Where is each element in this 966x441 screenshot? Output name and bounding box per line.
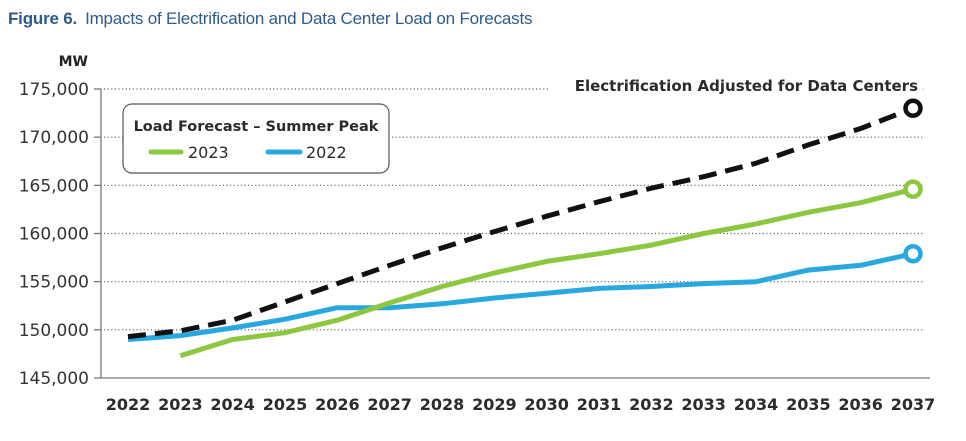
legend-title: Load Forecast – Summer Peak bbox=[134, 119, 379, 135]
series-annotation-electrification: Electrification Adjusted for Data Center… bbox=[575, 77, 918, 95]
x-tick-label: 2037 bbox=[891, 395, 936, 414]
figure-number: Figure 6. bbox=[8, 9, 78, 28]
figure-title-text: Impacts of Electrification and Data Cent… bbox=[85, 9, 533, 28]
x-axis-labels: 2022 2023 2024 2025 2026 2027 2028 2029 2030 2031… bbox=[106, 395, 936, 414]
figure-title: Figure 6. Impacts of Electrification and … bbox=[8, 9, 532, 29]
x-tick-label: 2027 bbox=[367, 395, 412, 414]
series-group bbox=[127, 98, 923, 359]
y-tick-label: 175,000 bbox=[19, 80, 89, 100]
x-tick-label: 2036 bbox=[838, 395, 883, 414]
x-tick-label: 2032 bbox=[629, 395, 674, 414]
gridlines bbox=[104, 88, 925, 331]
x-tick-label: 2022 bbox=[106, 395, 151, 414]
y-tick-label: 150,000 bbox=[19, 321, 89, 341]
x-tick-label: 2035 bbox=[786, 395, 831, 414]
x-tick-label: 2025 bbox=[263, 395, 308, 414]
legend-label-2023: 2023 bbox=[188, 143, 229, 162]
y-axis-ticks: 145,000 150,000 155,000 160,000 165,000 170,0… bbox=[19, 80, 101, 389]
end-marker-2023 bbox=[903, 179, 923, 199]
y-tick-label: 155,000 bbox=[19, 273, 89, 293]
y-axis-unit-label: MW bbox=[59, 54, 88, 70]
y-tick-label: 170,000 bbox=[19, 128, 89, 148]
legend: Load Forecast – Summer Peak 2023 2022 bbox=[122, 103, 390, 174]
x-tick-label: 2026 bbox=[315, 395, 360, 414]
y-tick-label: 165,000 bbox=[19, 176, 89, 196]
end-marker-2022 bbox=[903, 243, 923, 264]
x-tick-label: 2031 bbox=[577, 395, 622, 414]
x-tick-label: 2024 bbox=[210, 395, 255, 414]
legend-box bbox=[122, 103, 390, 174]
x-tick-label: 2033 bbox=[681, 395, 726, 414]
x-tick-label: 2029 bbox=[472, 395, 517, 414]
y-tick-label: 145,000 bbox=[19, 369, 89, 389]
x-tick-label: 2028 bbox=[420, 395, 465, 414]
series-line-2023 bbox=[179, 186, 914, 359]
x-tick-label: 2023 bbox=[158, 395, 203, 414]
x-tick-label: 2030 bbox=[524, 395, 569, 414]
series-line-electrification-adjusted-for-data-centers bbox=[127, 105, 914, 340]
end-marker-electrification-adjusted-for-data-centers bbox=[903, 98, 923, 119]
annotation-background bbox=[548, 74, 922, 96]
y-tick-label: 160,000 bbox=[19, 225, 89, 245]
x-tick-label: 2034 bbox=[734, 395, 779, 414]
series-line-2022 bbox=[127, 251, 914, 342]
legend-label-2022: 2022 bbox=[306, 143, 347, 162]
